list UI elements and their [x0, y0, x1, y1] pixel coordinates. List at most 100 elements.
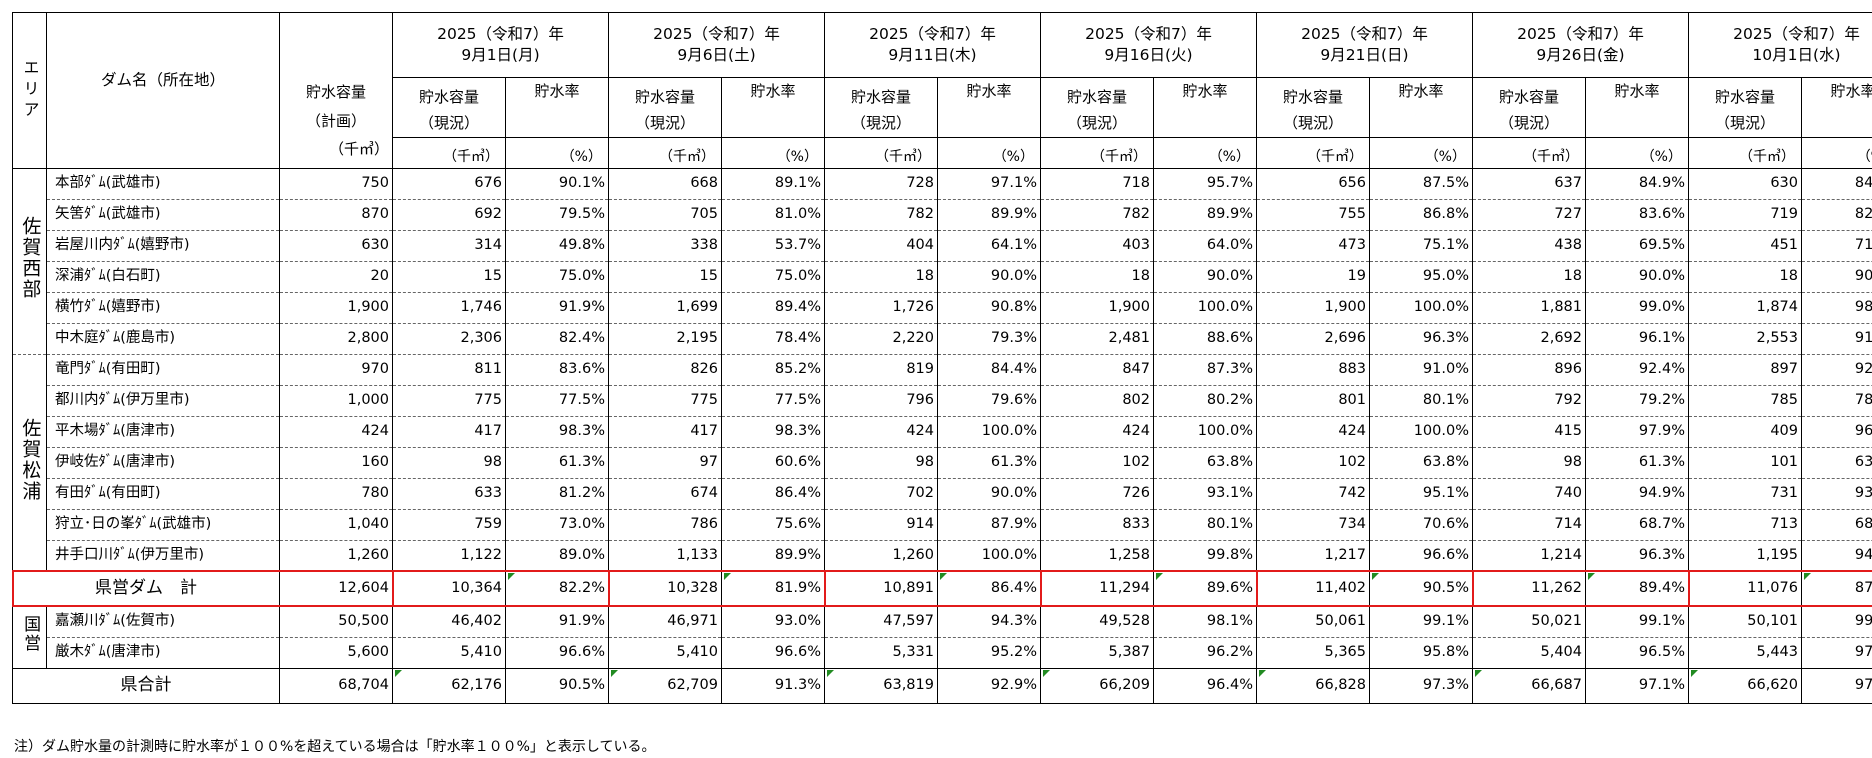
storage-rate: 94.8% [1801, 539, 1872, 572]
current-capacity: 19 [1256, 260, 1370, 293]
current-capacity: 66,620 [1688, 667, 1802, 704]
current-capacity: 633 [392, 477, 506, 510]
current-capacity: 1,874 [1688, 291, 1802, 324]
date-header: 2025（令和7）年 9月11日(木) [824, 12, 1041, 78]
storage-rate: 89.9% [937, 198, 1041, 231]
current-capacity: 755 [1256, 198, 1370, 231]
storage-rate: 92.4% [1585, 353, 1689, 386]
percent-unit: （%） [937, 136, 1041, 169]
storage-rate: 96.5% [1585, 636, 1689, 669]
current-capacity: 782 [1040, 198, 1154, 231]
storage-rate: 86.4% [721, 477, 825, 510]
storage-rate: 64.1% [937, 229, 1041, 262]
storage-rate: 91.9% [505, 605, 609, 638]
current-capacity: 740 [1472, 477, 1586, 510]
plan-capacity-label: 貯水容量 （計画） [305, 83, 366, 130]
storage-rate: 88.6% [1153, 322, 1257, 355]
current-capacity: 759 [392, 508, 506, 541]
current-capacity: 1,217 [1256, 539, 1370, 572]
storage-rate: 79.6% [937, 384, 1041, 417]
storage-rate: 49.8% [505, 229, 609, 262]
current-capacity: 847 [1040, 353, 1154, 386]
storage-rate: 90.5% [505, 667, 609, 704]
storage-rate: 63.8% [1369, 446, 1473, 479]
storage-rate: 90.1% [505, 167, 609, 200]
storage-rate: 77.5% [721, 384, 825, 417]
dam-row: 伊岐佐ﾀﾞﾑ(唐津市) 160 98 61.3% 97 60.6% 98 61.3% 102 63… [13, 446, 1872, 479]
rate-header: 貯水率 [1801, 77, 1872, 138]
area-label: 国営 [12, 605, 47, 669]
current-capacity: 5,443 [1688, 636, 1802, 669]
current-capacity: 2,696 [1256, 322, 1370, 355]
storage-rate: 97.3% [1369, 667, 1473, 704]
date-header: 2025（令和7）年 9月16日(火) [1040, 12, 1257, 78]
current-capacity: 98 [1472, 446, 1586, 479]
current-capacity: 98 [824, 446, 938, 479]
plan-capacity: 12,604 [279, 570, 393, 607]
storage-rate: 90.0% [937, 477, 1041, 510]
current-capacity: 728 [824, 167, 938, 200]
date-day: 9月26日(金) [1536, 46, 1625, 64]
volume-unit: （千㎥） [608, 136, 722, 169]
storage-rate: 98.1% [1153, 605, 1257, 638]
percent-unit: （%） [1369, 136, 1473, 169]
current-capacity: 897 [1688, 353, 1802, 386]
current-capacity: 10,328 [608, 570, 722, 607]
current-capacity: 403 [1040, 229, 1154, 262]
volume-unit: （千㎥） [1688, 136, 1802, 169]
current-capacity: 404 [824, 229, 938, 262]
footnote: 注）ダム貯水量の計測時に貯水率が１００%を超えている場合は「貯水率１００%」と表… [14, 739, 656, 755]
storage-rate: 93.7% [1801, 477, 1872, 510]
storage-rate: 71.6% [1801, 229, 1872, 262]
storage-rate: 75.0% [721, 260, 825, 293]
current-capacity: 451 [1688, 229, 1802, 262]
area-name: 国営 [20, 615, 41, 653]
storage-rate: 63.1% [1801, 446, 1872, 479]
date-header: 2025（令和7）年 9月26日(金) [1472, 12, 1689, 78]
current-capacity: 18 [824, 260, 938, 293]
current-capacity-header: 貯水容量 （現況） [608, 77, 722, 138]
current-capacity: 50,061 [1256, 605, 1370, 638]
storage-rate: 75.1% [1369, 229, 1473, 262]
storage-rate: 90.8% [937, 291, 1041, 324]
current-capacity: 102 [1040, 446, 1154, 479]
current-capacity: 314 [392, 229, 506, 262]
current-capacity: 98 [392, 446, 506, 479]
storage-rate: 96.3% [1585, 539, 1689, 572]
storage-rate: 61.3% [937, 446, 1041, 479]
volume-unit: （千㎥） [824, 136, 938, 169]
current-capacity: 1,195 [1688, 539, 1802, 572]
storage-rate: 90.0% [1801, 260, 1872, 293]
current-capacity: 705 [608, 198, 722, 231]
storage-rate: 68.7% [1585, 508, 1689, 541]
current-capacity: 656 [1256, 167, 1370, 200]
area-name: 佐賀西部 [19, 216, 42, 300]
dam-row: 国営 嘉瀬川ﾀﾞﾑ(佐賀市) 50,500 46,402 91.9% 46,971 93.0… [12, 605, 1872, 669]
storage-rate: 87.9% [937, 508, 1041, 541]
dam-row: 矢筈ﾀﾞﾑ(武雄市) 870 692 79.5% 705 81.0% 782 89.9% 782… [13, 198, 1872, 231]
formula-indicator [723, 573, 731, 580]
current-capacity: 2,553 [1688, 322, 1802, 355]
current-capacity: 66,687 [1472, 667, 1586, 704]
area-label: 佐賀松浦 [12, 353, 47, 572]
storage-rate: 93.1% [1153, 477, 1257, 510]
storage-rate: 91.0% [1369, 353, 1473, 386]
dam-name: 本部ﾀﾞﾑ(武雄市) [46, 167, 280, 200]
storage-rate: 91.2% [1801, 322, 1872, 355]
storage-rate: 79.5% [505, 198, 609, 231]
storage-rate: 97.1% [937, 167, 1041, 200]
current-capacity: 101 [1688, 446, 1802, 479]
current-capacity: 775 [608, 384, 722, 417]
dam-name: 深浦ﾀﾞﾑ(白石町) [46, 260, 280, 293]
plan-capacity: 2,800 [279, 322, 393, 355]
storage-rate: 82.4% [505, 322, 609, 355]
current-capacity: 50,101 [1688, 605, 1802, 638]
current-capacity: 692 [392, 198, 506, 231]
date-year: 2025（令和7）年 [1517, 25, 1644, 44]
current-capacity: 11,402 [1256, 570, 1370, 607]
current-capacity: 1,258 [1040, 539, 1154, 572]
area-header: エリア [12, 12, 47, 169]
plan-capacity-header: 貯水容量 （計画） （千㎥） [279, 12, 393, 169]
storage-rate: 96.6% [721, 636, 825, 669]
formula-indicator [1042, 670, 1050, 677]
